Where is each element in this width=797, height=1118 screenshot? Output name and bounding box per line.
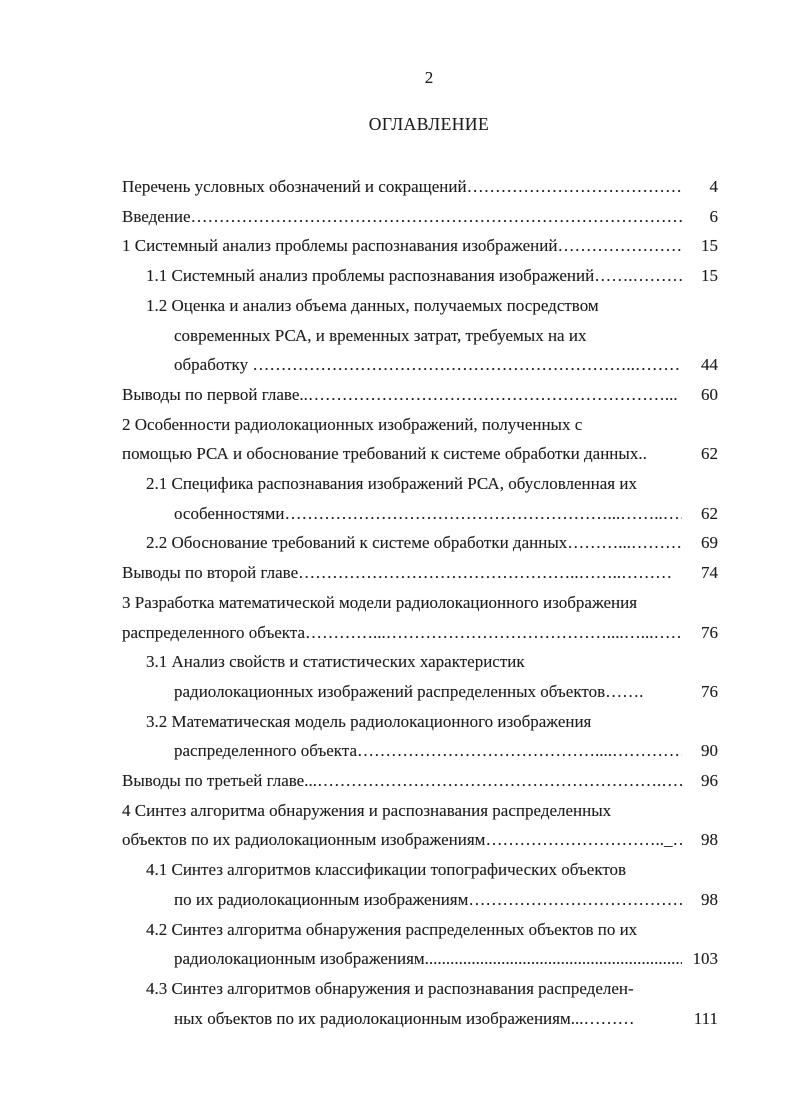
toc-page-number: 103 bbox=[692, 949, 719, 969]
toc-dot-leader: ………...………… bbox=[567, 533, 682, 553]
toc-dot-leader: ………………………………………………………... bbox=[307, 384, 678, 404]
toc-page-number: 15 bbox=[701, 266, 718, 286]
toc-line: радиолокационным изображениям ..........… bbox=[122, 944, 718, 974]
toc-page-number: 6 bbox=[709, 206, 719, 226]
toc-line: 3.1 Анализ свойств и статистических хара… bbox=[122, 647, 718, 677]
toc-page-number: 15 bbox=[701, 236, 718, 256]
toc-dot-leader: …………...…………………………………....…...……… bbox=[305, 622, 682, 642]
toc-page-number: 90 bbox=[701, 741, 718, 761]
toc-dot-leader: …………………………………… bbox=[557, 236, 682, 256]
toc-entry-text: особенностями bbox=[174, 503, 285, 523]
toc-line: обработку …………………………………………………………..…………… … bbox=[122, 350, 718, 380]
toc-dot-leader: …………………………………………………...……..……… bbox=[284, 503, 682, 523]
toc-entry-text: ных объектов по их радиолокационным изоб… bbox=[174, 1008, 584, 1028]
toc-dot-leader: ………………………….._…… bbox=[485, 830, 682, 850]
toc-entry-text: 4.2 Синтез алгоритма обнаружения распред… bbox=[146, 919, 638, 939]
toc-page-number: 44 bbox=[701, 355, 718, 375]
toc-entry-text: помощью РСА и обоснование требований к с… bbox=[122, 444, 647, 464]
toc-page-number: 111 bbox=[693, 1008, 718, 1028]
toc-line: 2.1 Специфика распознавания изображений … bbox=[122, 469, 718, 499]
toc-entry-text: 4 Синтез алгоритма обнаружения и распозн… bbox=[122, 800, 612, 820]
toc-entry-text: Введение bbox=[122, 206, 191, 226]
toc-line: распределенного объекта …………...………………………… bbox=[122, 618, 718, 648]
toc-dot-leader: …………………………………………………………………………… bbox=[190, 206, 682, 226]
toc-line: 4.2 Синтез алгоритма обнаружения распред… bbox=[122, 915, 718, 945]
toc-page-number: 62 bbox=[701, 444, 718, 464]
toc-entry-text: распределенного объекта bbox=[122, 622, 306, 642]
toc-dot-leader: ........................................… bbox=[424, 949, 682, 969]
toc-dot-leader: ……………………………………. bbox=[468, 889, 682, 909]
toc-list: Перечень условных обозначений и сокращен… bbox=[122, 172, 718, 1033]
toc-line: 2.2 Обоснование требований к системе обр… bbox=[122, 528, 718, 558]
toc-entry-text: 4.1 Синтез алгоритмов классификации топо… bbox=[146, 860, 627, 880]
toc-page-number: 76 bbox=[701, 681, 718, 701]
toc-dot-leader: ……… bbox=[583, 1008, 635, 1028]
toc-line: ных объектов по их радиолокационным изоб… bbox=[122, 1004, 718, 1034]
toc-line: особенностями …………………………………………………...……..… bbox=[122, 499, 718, 529]
toc-entry-text: объектов по их радиолокационным изображе… bbox=[122, 830, 486, 850]
toc-entry-text: Выводы по второй главе bbox=[122, 563, 299, 583]
toc-line: 1 Системный анализ проблемы распознавани… bbox=[122, 231, 718, 261]
toc-entry-text: 1.1 Системный анализ проблемы распознава… bbox=[146, 266, 595, 286]
toc-entry-text: 2.2 Обоснование требований к системе обр… bbox=[146, 533, 568, 553]
toc-entry-text: обработку bbox=[174, 355, 253, 375]
toc-entry-text: радиолокационных изображений распределен… bbox=[174, 681, 606, 701]
toc-entry-text: Выводы по третьей главе... bbox=[122, 771, 317, 791]
toc-line: Введение …………………………………………………………………………… 6 bbox=[122, 202, 718, 232]
toc-page-number: 4 bbox=[709, 177, 719, 196]
toc-line: современных РСА, и временных затрат, тре… bbox=[122, 321, 718, 351]
toc-page-number: 98 bbox=[701, 830, 718, 850]
toc-line: 1.1 Системный анализ проблемы распознава… bbox=[122, 261, 718, 291]
toc-entry-text: Выводы по первой главе.. bbox=[122, 384, 308, 404]
toc-line: 4 Синтез алгоритма обнаружения и распозн… bbox=[122, 796, 718, 826]
toc-dot-leader: …………………………………………………………… bbox=[466, 177, 682, 196]
toc-line: Выводы по первой главе.. ………………………………………… bbox=[122, 380, 718, 410]
toc-line: 1.2 Оценка и анализ объема данных, получ… bbox=[122, 291, 718, 321]
toc-page-number: 62 bbox=[701, 503, 718, 523]
toc-page-number: 76 bbox=[701, 622, 718, 642]
toc-entry-text: 4.3 Синтез алгоритмов обнаружения и расп… bbox=[146, 978, 634, 998]
toc-dot-leader: ……………………………………....……………… bbox=[357, 741, 682, 761]
toc-entry-text: 1 Системный анализ проблемы распознавани… bbox=[122, 236, 558, 256]
toc-page-number: 74 bbox=[701, 563, 718, 583]
toc-dot-leader: …………………………………………………………..…………… bbox=[252, 355, 682, 375]
toc-line: 3.2 Математическая модель радиолокационн… bbox=[122, 707, 718, 737]
toc-line: Выводы по третьей главе... …………………………………… bbox=[122, 766, 718, 796]
toc-line: помощью РСА и обоснование требований к с… bbox=[122, 439, 718, 469]
toc-entry-text: распределенного объекта bbox=[174, 741, 358, 761]
toc-line: радиолокационных изображений распределен… bbox=[122, 677, 718, 707]
toc-page-number: 69 bbox=[701, 533, 718, 553]
toc-entry-text: 2.1 Специфика распознавания изображений … bbox=[146, 474, 637, 494]
toc-dot-leader: …………………………………………………….……… bbox=[316, 771, 682, 791]
toc-line: по их радиолокационным изображениям …………… bbox=[122, 885, 718, 915]
toc-line: 2 Особенности радиолокационных изображен… bbox=[122, 410, 718, 440]
toc-entry-text: 1.2 Оценка и анализ объема данных, получ… bbox=[146, 295, 599, 315]
toc-entry-text: 3.1 Анализ свойств и статистических хара… bbox=[146, 652, 525, 672]
toc-line: распределенного объекта ……………………………………..… bbox=[122, 736, 718, 766]
toc-dot-leader: ……. bbox=[605, 681, 644, 701]
toc-heading: ОГЛАВЛЕНИЕ bbox=[368, 114, 490, 134]
toc-line: 4.1 Синтез алгоритмов классификации топо… bbox=[122, 855, 718, 885]
toc-entry-text: по их радиолокационным изображениям bbox=[174, 889, 469, 909]
toc-page-number: 60 bbox=[701, 384, 718, 404]
toc-entry-text: 2 Особенности радиолокационных изображен… bbox=[122, 414, 583, 434]
toc-entry-text: современных РСА, и временных затрат, тре… bbox=[174, 325, 587, 345]
toc-entry-text: 3 Разработка математической модели радио… bbox=[122, 592, 638, 612]
toc-line: 4.3 Синтез алгоритмов обнаружения и расп… bbox=[122, 974, 718, 1004]
toc-line: Выводы по второй главе ………………………………………….… bbox=[122, 558, 718, 588]
toc-dot-leader: …………………………………………..……..……… bbox=[298, 563, 673, 583]
toc-line: 3 Разработка математической модели радио… bbox=[122, 588, 718, 618]
toc-line: Перечень условных обозначений и сокращен… bbox=[122, 172, 718, 202]
page-number: 2 bbox=[424, 68, 434, 87]
toc-entry-text: Перечень условных обозначений и сокращен… bbox=[122, 177, 467, 196]
toc-page-number: 96 bbox=[701, 771, 718, 791]
toc-entry-text: 3.2 Математическая модель радиолокационн… bbox=[146, 711, 592, 731]
toc-entry-text: радиолокационным изображениям bbox=[174, 949, 425, 969]
toc-page-number: 98 bbox=[701, 889, 718, 909]
toc-line: объектов по их радиолокационным изображе… bbox=[122, 825, 718, 855]
toc-dot-leader: …….………………… bbox=[594, 266, 682, 286]
